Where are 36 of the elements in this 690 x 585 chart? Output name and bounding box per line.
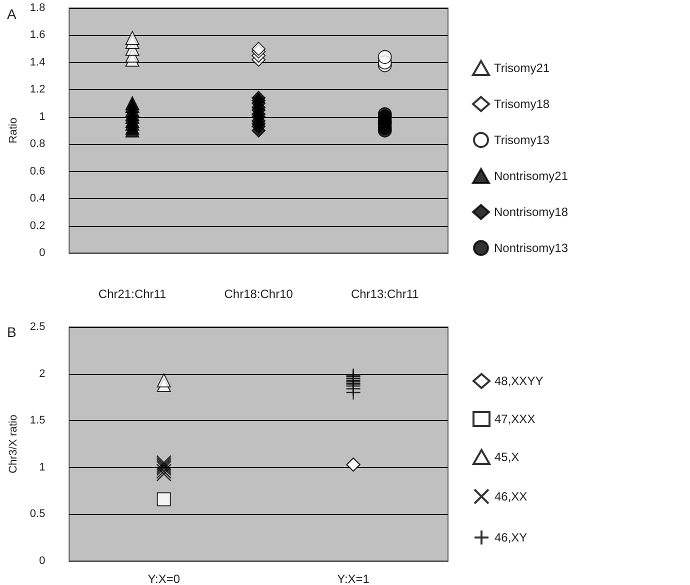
legend-label: Trisomy13 — [494, 133, 550, 147]
y-tick-label: 1.6 — [30, 29, 46, 42]
x-tick-label: Chr13:Chr11 — [350, 287, 420, 301]
y-tick-label: 1 — [39, 461, 46, 474]
legend-label: Trisomy18 — [494, 97, 550, 111]
y-tick-label: 0 — [39, 555, 46, 567]
y-tick-label: 2 — [39, 368, 46, 380]
chart-title: B — [7, 324, 16, 340]
legend-label: 46,XX — [494, 490, 528, 504]
legend-label: Nontrisomy18 — [494, 205, 568, 219]
y-tick-label: 1.5 — [30, 414, 46, 427]
y-tick-label: 1.8 — [30, 2, 46, 14]
x-tick-label: Chr21:Chr11 — [98, 287, 167, 301]
y-tick-label: 0 — [39, 247, 46, 259]
y-tick-label: 0.5 — [30, 508, 46, 520]
legend-label: 45,X — [494, 450, 520, 464]
x-tick-label: Y:X=0 — [148, 572, 180, 585]
legend-label: 47,XXX — [494, 412, 536, 426]
y-axis-title: Chr3/X ratio — [8, 414, 20, 474]
y-tick-label: 0.8 — [30, 138, 46, 150]
x-tick-label: Chr18:Chr10 — [224, 287, 294, 301]
x-tick-label: Y:X=1 — [337, 572, 370, 585]
legend-label: 46,XY — [494, 530, 528, 544]
y-tick-label: 1.4 — [30, 56, 46, 68]
legend-label: 48,XXYY — [494, 374, 544, 388]
y-tick-label: 0.4 — [30, 192, 46, 205]
y-tick-label: 0.6 — [30, 165, 46, 178]
legend-label: Trisomy21 — [494, 61, 550, 75]
legend-label: Nontrisomy13 — [494, 241, 568, 255]
chart-title: A — [7, 6, 17, 22]
y-tick-label: 1 — [39, 110, 46, 123]
legend-label: Nontrisomy21 — [494, 169, 568, 183]
y-tick-label: 0.2 — [30, 220, 46, 232]
y-axis-title: Ratio — [8, 118, 20, 144]
y-tick-label: 2.5 — [30, 321, 46, 333]
y-tick-label: 1.2 — [30, 84, 46, 96]
